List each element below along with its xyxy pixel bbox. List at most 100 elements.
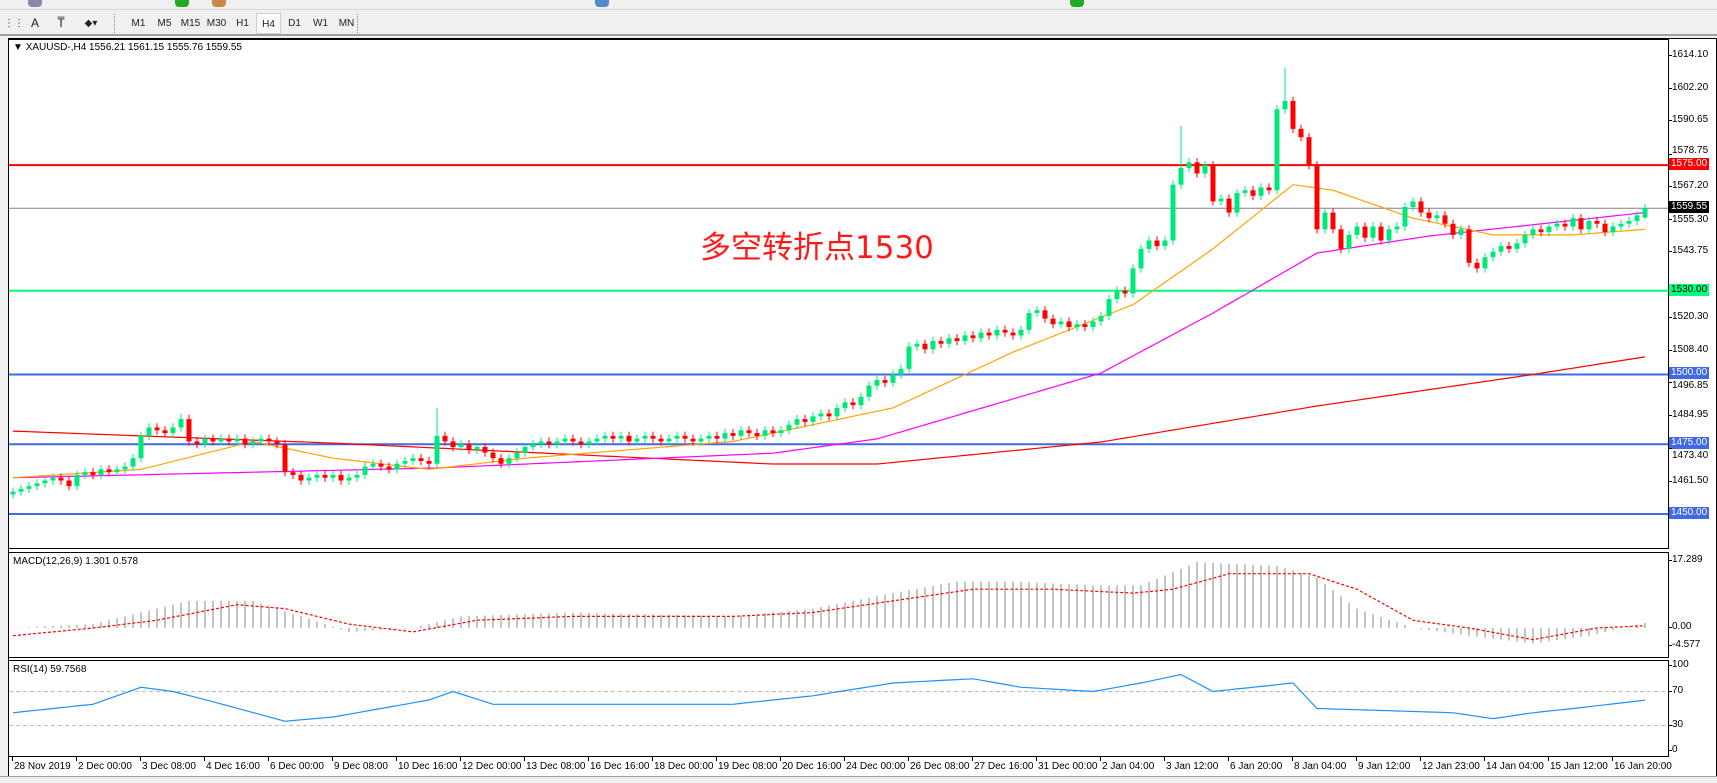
price-pane[interactable]: ▼ XAUUSD-,H4 1556.21 1561.15 1555.76 155…	[8, 39, 1669, 549]
rsi-pane[interactable]: RSI(14) 59.7568	[8, 660, 1669, 757]
fibonacci-icon[interactable]: ⋮⋮	[4, 18, 24, 29]
chart-tabs-bar	[0, 776, 1717, 783]
candle	[90, 467, 96, 480]
timeframe-d1-button[interactable]: D1	[288, 18, 301, 29]
candle	[1282, 67, 1288, 114]
rsi-tick	[1668, 724, 1672, 726]
toolbar-separator	[357, 14, 358, 33]
add-indicator-icon[interactable]	[1070, 0, 1084, 7]
candle	[242, 434, 248, 449]
price-tick	[1668, 480, 1672, 482]
candle	[1114, 286, 1120, 304]
candle	[850, 398, 856, 410]
candle	[706, 431, 712, 443]
timeframe-m1-button[interactable]: M1	[131, 18, 146, 29]
candle	[1050, 314, 1056, 329]
macd-axis-label: -4.577	[1672, 638, 1701, 650]
candle	[762, 426, 768, 441]
candle	[682, 431, 688, 443]
macd-label: MACD(12,26,9) 1.301 0.578	[13, 556, 139, 567]
template-icon[interactable]	[595, 0, 609, 7]
candle	[1410, 197, 1416, 212]
time-tick	[1356, 757, 1357, 761]
arrows-icon[interactable]: ◆▾	[84, 18, 98, 29]
candle	[234, 434, 240, 446]
macd-tick	[1668, 560, 1672, 561]
candle	[1306, 133, 1312, 170]
candle	[434, 407, 440, 468]
candle	[1370, 222, 1376, 242]
candle	[98, 465, 104, 480]
candle	[890, 370, 896, 388]
candle	[562, 434, 568, 446]
price-tick	[1668, 447, 1672, 449]
candle	[522, 442, 528, 457]
candle	[1170, 180, 1176, 245]
zoom-icon[interactable]	[28, 0, 42, 7]
time-axis-label: 12 Jan 23:00	[1422, 761, 1480, 772]
candle	[82, 467, 88, 480]
time-tick	[716, 757, 717, 761]
time-tick	[1548, 757, 1549, 761]
candle	[1290, 96, 1296, 134]
rsi-label: RSI(14) 59.7568	[13, 664, 87, 675]
macd-tick	[1668, 626, 1672, 628]
price-axis-label: 1484.95	[1672, 409, 1709, 421]
candle	[1194, 158, 1200, 178]
candle	[626, 431, 632, 446]
candle	[802, 414, 808, 427]
candle	[1522, 230, 1528, 248]
candle	[1530, 225, 1536, 240]
timeframe-w1-button[interactable]: W1	[313, 18, 328, 29]
candle	[122, 462, 128, 474]
macd-axis-label: 17.289	[1672, 554, 1703, 565]
new-order-icon[interactable]	[175, 0, 189, 7]
candle	[730, 428, 736, 441]
candle	[618, 431, 624, 443]
candle	[1146, 236, 1152, 254]
candle	[610, 431, 616, 443]
candle	[1058, 317, 1064, 329]
candle	[146, 423, 152, 441]
candle	[106, 465, 112, 477]
time-tick	[204, 757, 205, 761]
candle	[362, 462, 368, 480]
time-tick	[12, 757, 13, 761]
expert-icon[interactable]	[212, 0, 226, 7]
timeframe-m5-button[interactable]: M5	[157, 18, 172, 29]
candle	[962, 331, 968, 346]
candle	[866, 381, 872, 401]
candle	[874, 375, 880, 390]
candle	[1018, 325, 1024, 340]
time-tick	[1164, 757, 1165, 761]
macd-pane[interactable]: MACD(12,26,9) 1.301 0.578	[8, 552, 1669, 658]
candle	[250, 437, 256, 449]
timeframe-m15-button[interactable]: M15	[180, 18, 201, 29]
candle	[690, 434, 696, 446]
time-axis-label: 4 Dec 16:00	[206, 761, 260, 772]
timeframe-h4-button[interactable]: H4	[256, 13, 281, 34]
candle	[858, 392, 864, 410]
candle	[1578, 213, 1584, 234]
price-axis-label: 1578.75	[1672, 145, 1709, 157]
candle	[346, 473, 352, 485]
candle	[498, 453, 504, 468]
text-icon[interactable]: A	[30, 16, 39, 30]
candle	[1546, 222, 1552, 237]
time-axis-label: 3 Dec 08:00	[142, 761, 196, 772]
timeframe-m30-button[interactable]: M30	[206, 18, 227, 29]
candle	[178, 413, 184, 432]
candle	[914, 339, 920, 351]
time-axis-label: 6 Jan 20:00	[1230, 761, 1283, 772]
price-axis-label: 1614.10	[1672, 49, 1709, 60]
main-toolbar	[0, 0, 1717, 10]
timeframe-mn-button[interactable]: MN	[338, 18, 355, 29]
collapse-arrow-icon[interactable]: ▼	[13, 42, 23, 53]
time-axis-label: 16 Jan 20:00	[1614, 761, 1672, 772]
candle	[418, 453, 424, 466]
candle	[74, 470, 80, 491]
text-label-icon[interactable]: T̅	[57, 16, 65, 30]
timeframe-h1-button[interactable]: H1	[236, 18, 249, 29]
candle	[1034, 306, 1040, 318]
annotation-text[interactable]: 多空转折点1530	[700, 230, 934, 266]
